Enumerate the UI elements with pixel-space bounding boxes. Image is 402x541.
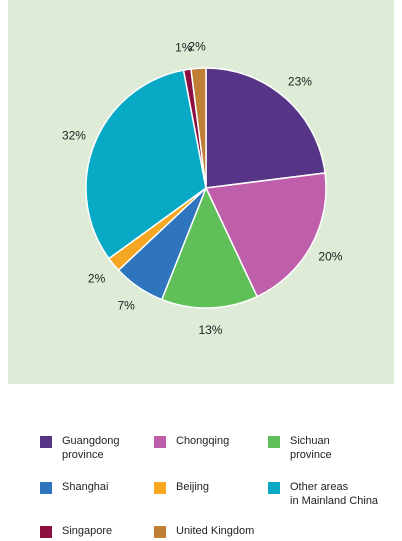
legend-swatch (268, 436, 280, 448)
pie-slice (204, 172, 327, 298)
pie-slice (85, 69, 207, 260)
legend-label: Singapore (62, 525, 113, 537)
pie-slice (190, 67, 207, 189)
slice-label: 32% (62, 129, 86, 143)
legend-swatch (40, 482, 52, 494)
slice-label: 23% (288, 74, 312, 88)
legend-item-shanghai: Shanghai (40, 480, 109, 494)
legend-label: Chongqing (176, 435, 230, 447)
slice-label: 1% (175, 41, 193, 55)
pie-slice (160, 186, 259, 309)
pie-slice (205, 67, 326, 189)
legend-item-beijing: Beijing (154, 480, 209, 494)
legend-swatch (154, 436, 166, 448)
slice-label: 13% (198, 323, 222, 337)
legend-label: Beijing (176, 481, 210, 493)
legend-label: Other areas in Mainland China (290, 481, 379, 507)
legend-label: United Kingdom (176, 525, 255, 537)
legend-label: Sichuan province (290, 435, 332, 461)
slice-label: 2% (88, 272, 106, 286)
legend-item-united-kingdom: United Kingdom (154, 524, 254, 538)
slice-label: 7% (118, 298, 136, 312)
legend-item-guangdong: Guangdong province (40, 434, 120, 462)
legend-swatch (154, 526, 166, 538)
legend-label: Guangdong province (62, 435, 120, 461)
legend-swatch (268, 482, 280, 494)
slice-label: 2% (188, 39, 206, 53)
legend-item-singapore: Singapore (40, 524, 112, 538)
legend-swatch (40, 436, 52, 448)
legend-label: Shanghai (62, 481, 109, 493)
slice-label: 20% (318, 249, 342, 263)
legend-item-sichuan: Sichuan province (268, 434, 332, 462)
legend-swatch (40, 526, 52, 538)
legend-swatch (154, 482, 166, 494)
legend-item-chongqing: Chongqing (154, 434, 229, 448)
legend-item-other-areas: Other areas in Mainland China (268, 480, 378, 508)
pie-chart: 23%20%13%7%2%32%1%2% (62, 39, 343, 337)
